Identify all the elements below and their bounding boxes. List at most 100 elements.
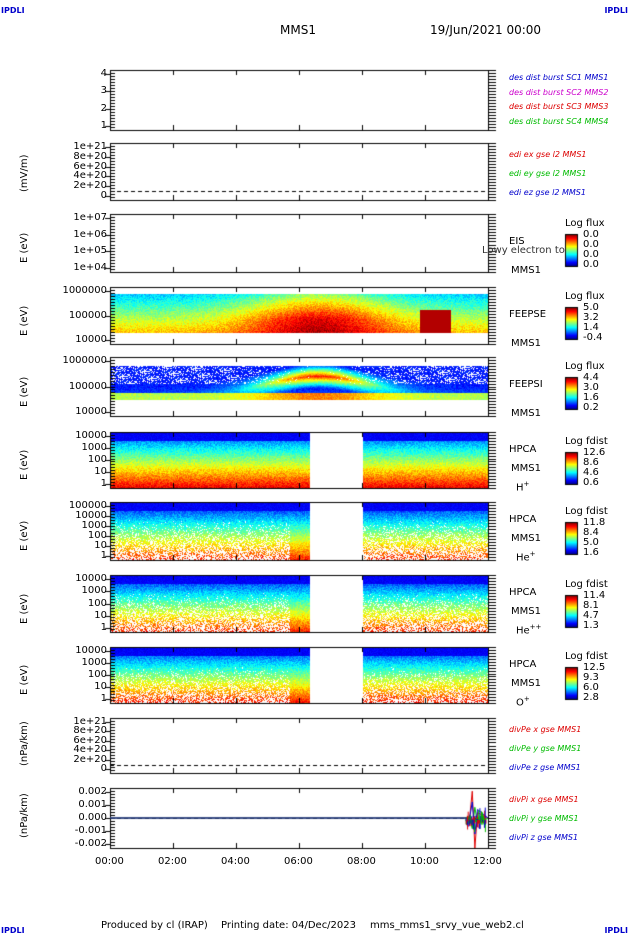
- y-tick-label: 100000: [68, 380, 107, 392]
- y-tick-label: 100000: [68, 309, 107, 321]
- legend-entry: divPi y gse MMS1: [509, 814, 579, 823]
- y-tick-label: 0: [100, 190, 107, 201]
- y-axis-title: E (eV): [19, 376, 30, 407]
- panel-spacecraft: MMS1: [511, 463, 541, 474]
- colorbar-tick: 1.6: [583, 547, 599, 558]
- y-tick-label: 1: [100, 693, 107, 704]
- y-axis-title: E (eV): [19, 664, 30, 695]
- legend-entry: divPi x gse MMS1: [509, 795, 579, 804]
- time-tick-label: 10:00: [410, 856, 439, 867]
- y-tick-label: 1e+07: [73, 212, 107, 223]
- corner-bl: IPDLI: [1, 926, 25, 935]
- colorbar-tick: 11.4: [583, 590, 606, 601]
- y-tick-label: 1000: [81, 657, 107, 668]
- species-charge: ++: [529, 623, 542, 631]
- time-tick-label: 08:00: [347, 856, 376, 867]
- colorbar-title: Log flux: [565, 218, 605, 229]
- footer-printing: Printing date: 04/Dec/2023: [221, 920, 357, 931]
- species-charge: +: [523, 695, 530, 703]
- spacecraft-title: MMS1: [280, 23, 316, 37]
- colorbar-tick: 6.0: [583, 682, 599, 693]
- colorbar-tick: 0.0: [583, 249, 599, 260]
- species-charge: +: [523, 480, 530, 488]
- y-tick-label: 1: [100, 550, 107, 561]
- colorbar-tick: 12.5: [583, 662, 606, 673]
- colorbar-tick: 8.1: [583, 600, 599, 611]
- y-tick-label: 1000000: [62, 355, 107, 366]
- y-tick-label: 4e+20: [73, 170, 107, 182]
- y-tick-label: 0.001: [78, 799, 107, 810]
- species-label: He++: [516, 623, 542, 637]
- y-tick-label: 10000: [75, 334, 107, 345]
- legend-entry: des dist burst SC1 MMS1: [509, 73, 609, 82]
- colorbar-tick: 5.0: [583, 302, 599, 313]
- y-tick-label: 1000: [81, 585, 107, 597]
- y-tick-label: 10: [94, 466, 107, 477]
- legend-entry: divPe x gse MMS1: [509, 725, 582, 734]
- legend-entry: divPe z gse MMS1: [509, 763, 581, 772]
- y-tick-label: 100000: [68, 500, 107, 511]
- y-axis-title: E (eV): [19, 305, 30, 336]
- y-tick-label: 0.000: [78, 812, 107, 823]
- y-tick-label: 1000000: [62, 285, 107, 296]
- time-tick-label: 02:00: [158, 856, 187, 867]
- panel-label: FEEPSE: [509, 309, 547, 320]
- colorbar-tick: 12.6: [583, 447, 606, 458]
- y-tick-label: 1e+21: [73, 141, 107, 152]
- colorbar-tick: 0.0: [583, 259, 599, 270]
- panel-label: FEEPSI: [509, 379, 543, 390]
- y-tick-label: 1000: [81, 442, 107, 453]
- legend-entry: divPe y gse MMS1: [509, 744, 582, 753]
- panel-spacecraft: MMS1: [511, 338, 541, 349]
- y-tick-label: 100: [87, 530, 107, 541]
- colorbar-tick: 4.6: [583, 467, 599, 478]
- colorbar-tick: 3.0: [583, 382, 599, 393]
- legend-entry: divPi z gse MMS1: [509, 833, 579, 842]
- y-tick-label: 10: [94, 681, 107, 692]
- footer-script: mms_mms1_srvy_vue_web2.cl: [370, 920, 524, 931]
- species-label: O+: [516, 695, 530, 709]
- species-label: He+: [516, 550, 536, 564]
- colorbar-tick: 4.4: [583, 372, 599, 383]
- panel-spacecraft: MMS1: [511, 678, 541, 689]
- y-axis-title: (nPa/km): [19, 720, 30, 766]
- panel-spacecraft: MMS1: [511, 408, 541, 419]
- y-tick-label: -0.002: [74, 838, 107, 849]
- y-tick-label: 100: [87, 597, 107, 609]
- y-tick-label: 10000: [75, 573, 107, 584]
- colorbar-tick: 4.7: [583, 610, 599, 621]
- y-tick-label: 2e+20: [73, 180, 107, 192]
- colorbar-tick: 9.3: [583, 672, 599, 683]
- colorbar-tick: 0.2: [583, 402, 599, 413]
- y-tick-label: 1: [100, 622, 107, 633]
- colorbar-title: Log fdist: [565, 506, 608, 517]
- y-tick-label: 10000: [75, 406, 107, 417]
- y-tick-label: 10: [94, 540, 107, 551]
- overlay-text: Lowy electron to: [482, 245, 565, 256]
- corner-tl: IPDLI: [1, 6, 25, 15]
- y-tick-label: 10000: [75, 430, 107, 441]
- y-tick-label: 3: [100, 85, 107, 97]
- y-tick-label: 1e+05: [73, 245, 107, 257]
- colorbar-tick: 1.3: [583, 620, 599, 631]
- legend-entry: edi ey gse l2 MMS1: [509, 169, 587, 178]
- colorbar-title: Log fdist: [565, 651, 608, 662]
- panel-label: HPCA: [509, 659, 537, 670]
- y-tick-label: 100: [87, 669, 107, 680]
- y-tick-label: 1: [100, 120, 107, 131]
- y-tick-label: -0.001: [74, 825, 107, 836]
- y-tick-label: 2: [100, 102, 107, 114]
- datetime-title: 19/Jun/2021 00:00: [430, 23, 542, 37]
- y-tick-label: 10000: [75, 645, 107, 656]
- y-tick-label: 8e+20: [73, 725, 107, 737]
- y-tick-label: 4e+20: [73, 744, 107, 756]
- time-tick-label: 12:00: [473, 856, 502, 867]
- colorbar-tick: 0.0: [583, 239, 599, 250]
- colorbar-title: Log fdist: [565, 436, 608, 447]
- legend-entry: edi ez gse l2 MMS1: [509, 188, 586, 197]
- panel-label: HPCA: [509, 444, 537, 455]
- colorbar-tick: 8.6: [583, 457, 599, 468]
- y-tick-label: 0: [100, 763, 107, 774]
- y-tick-label: 1e+06: [73, 228, 107, 240]
